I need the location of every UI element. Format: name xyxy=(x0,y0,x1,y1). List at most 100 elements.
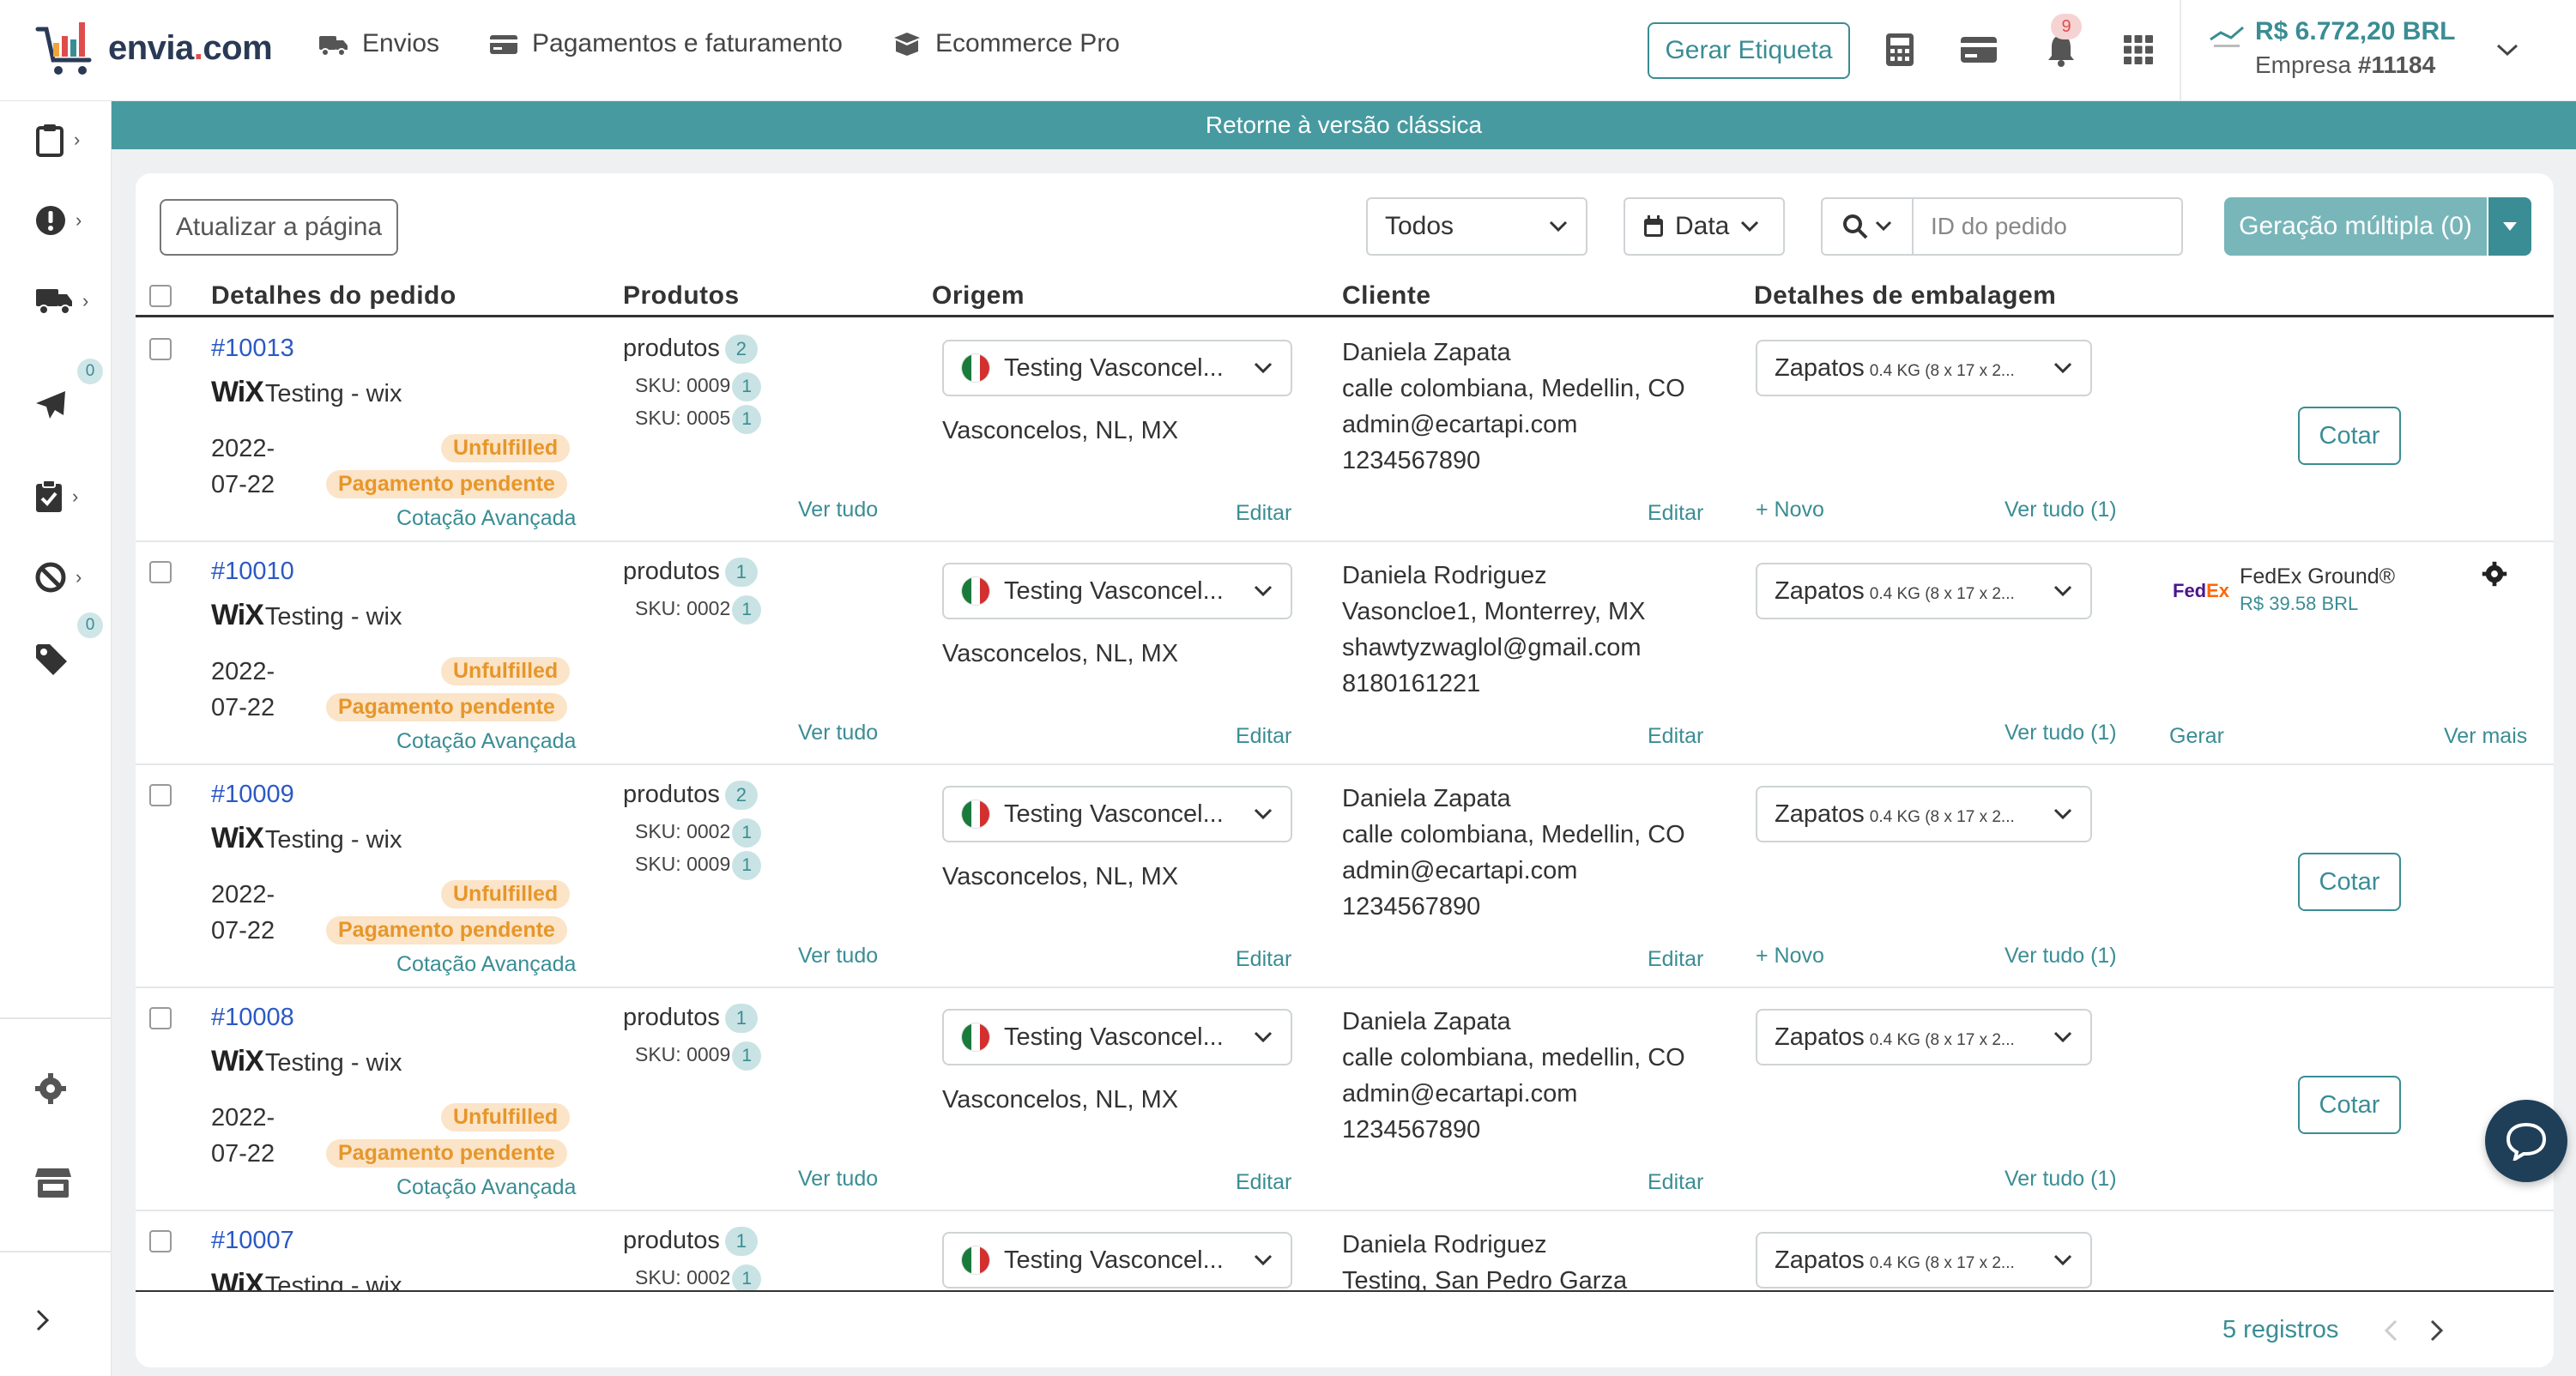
order-id-link[interactable]: #10007 xyxy=(211,1227,294,1254)
column-client[interactable]: Cliente xyxy=(1342,281,1431,310)
order-id-search-input[interactable] xyxy=(1914,199,2171,254)
payment-status-badge: Pagamento pendente xyxy=(326,916,567,944)
sidebar-item-send[interactable] xyxy=(34,384,94,427)
sidebar-expand[interactable] xyxy=(34,1299,94,1342)
sidebar-item-shipping[interactable]: › xyxy=(34,280,94,323)
store-icon xyxy=(35,1168,71,1198)
order-id-link[interactable]: #10008 xyxy=(211,1004,294,1031)
products-see-all-link[interactable]: Ver tudo xyxy=(798,721,879,745)
chevron-right-icon: › xyxy=(74,129,81,150)
client-edit-link[interactable]: Editar xyxy=(1648,724,1704,748)
package-select[interactable]: Zapatos 0.4 KG (8 x 17 x 2... xyxy=(1756,1009,2092,1065)
credit-card-icon[interactable] xyxy=(1958,29,1999,70)
nav-ecommerce[interactable]: Ecommerce Pro xyxy=(891,29,1120,58)
products-see-all-link[interactable]: Ver tudo xyxy=(798,498,879,522)
package-value: Zapatos 0.4 KG (8 x 17 x 2... xyxy=(1775,1023,2015,1051)
client-edit-link[interactable]: Editar xyxy=(1648,1170,1704,1194)
generate-label-button[interactable]: Gerar Etiqueta xyxy=(1648,22,1850,79)
origin-edit-link[interactable]: Editar xyxy=(1236,947,1292,971)
new-package-link[interactable]: + Novo xyxy=(1756,944,1824,968)
origin-edit-link[interactable]: Editar xyxy=(1236,1170,1292,1194)
chat-support-button[interactable] xyxy=(2485,1100,2567,1182)
refresh-page-button[interactable]: Atualizar a página xyxy=(160,199,398,256)
client-edit-link[interactable]: Editar xyxy=(1648,501,1704,525)
advanced-quote-link[interactable]: Cotação Avançada xyxy=(396,506,577,530)
packages-see-all-link[interactable]: Ver tudo (1) xyxy=(2005,721,2117,745)
origin-select[interactable]: Testing Vasconcel... xyxy=(942,340,1292,396)
chevron-right-icon: › xyxy=(76,566,82,588)
column-products[interactable]: Produtos xyxy=(623,281,740,310)
sku-line: SKU: 0009 1 xyxy=(635,1041,762,1071)
origin-edit-link[interactable]: Editar xyxy=(1236,724,1292,748)
quote-button[interactable]: Cotar xyxy=(2298,1076,2401,1134)
packages-see-all-link[interactable]: Ver tudo (1) xyxy=(2005,498,2117,522)
products-see-all-link[interactable]: Ver tudo xyxy=(798,1167,879,1191)
package-select[interactable]: Zapatos 0.4 KG (8 x 17 x 2... xyxy=(1756,1232,2092,1288)
select-all-checkbox[interactable] xyxy=(149,285,172,307)
new-package-link[interactable]: + Novo xyxy=(1756,498,1824,522)
sidebar-item-tasks[interactable]: › xyxy=(34,475,94,518)
origin-select[interactable]: Testing Vasconcel... xyxy=(942,1009,1292,1065)
account-balance[interactable]: R$ 6.772,20 BRL xyxy=(2255,17,2456,45)
package-select[interactable]: Zapatos 0.4 KG (8 x 17 x 2... xyxy=(1756,786,2092,842)
apps-grid-icon[interactable] xyxy=(2118,29,2159,70)
prev-page-chevron-left-icon[interactable] xyxy=(2382,1318,2399,1348)
multi-generate-dropdown[interactable] xyxy=(2488,197,2531,256)
client-phone: 1234567890 xyxy=(1342,893,1481,920)
nav-envios-label: Envios xyxy=(362,29,440,57)
order-id-link[interactable]: #10010 xyxy=(211,558,294,585)
products-title: produtos 1 xyxy=(623,558,758,588)
package-select[interactable]: Zapatos 0.4 KG (8 x 17 x 2... xyxy=(1756,563,2092,619)
next-page-chevron-right-icon[interactable] xyxy=(2428,1318,2446,1348)
sidebar-item-store[interactable] xyxy=(34,1162,94,1204)
company-avatar[interactable] xyxy=(2205,15,2248,63)
advanced-quote-link[interactable]: Cotação Avançada xyxy=(396,729,577,753)
sidebar-item-alerts[interactable]: › xyxy=(34,199,94,242)
order-id-link[interactable]: #10013 xyxy=(211,335,294,362)
column-packaging[interactable]: Detalhes de embalagem xyxy=(1754,281,2057,310)
client-edit-link[interactable]: Editar xyxy=(1648,947,1704,971)
row-checkbox[interactable] xyxy=(149,561,172,583)
sidebar-item-tags[interactable] xyxy=(34,638,94,681)
classic-version-banner[interactable]: Retorne à versão clássica xyxy=(112,101,2576,149)
carrier-settings-gear-icon[interactable] xyxy=(2482,561,2507,591)
fulfillment-status-badge: Unfulfilled xyxy=(441,434,571,462)
account-chevron-down-icon[interactable] xyxy=(2487,29,2528,70)
origin-edit-link[interactable]: Editar xyxy=(1236,501,1292,525)
row-checkbox[interactable] xyxy=(149,1230,172,1252)
bell-icon[interactable] xyxy=(2041,29,2082,70)
sidebar-item-settings[interactable] xyxy=(34,1067,94,1110)
see-more-link[interactable]: Ver mais xyxy=(2444,724,2528,748)
package-select[interactable]: Zapatos 0.4 KG (8 x 17 x 2... xyxy=(1756,340,2092,396)
advanced-quote-link[interactable]: Cotação Avançada xyxy=(396,952,577,976)
carrier-rate[interactable]: FedEx FedEx Ground® R$ 39.58 BRL xyxy=(2173,564,2395,615)
row-checkbox[interactable] xyxy=(149,1007,172,1029)
search-type-dropdown[interactable] xyxy=(1823,199,1914,254)
row-checkbox[interactable] xyxy=(149,338,172,360)
chevron-down-icon xyxy=(1254,1254,1273,1266)
packages-see-all-link[interactable]: Ver tudo (1) xyxy=(2005,1167,2117,1191)
quote-button[interactable]: Cotar xyxy=(2298,407,2401,465)
quote-button[interactable]: Cotar xyxy=(2298,853,2401,911)
date-filter-select[interactable]: Data xyxy=(1624,197,1785,256)
packages-see-all-link[interactable]: Ver tudo (1) xyxy=(2005,944,2117,968)
row-checkbox[interactable] xyxy=(149,784,172,806)
origin-select[interactable]: Testing Vasconcel... xyxy=(942,1232,1292,1288)
nav-envios[interactable]: Envios xyxy=(317,29,439,58)
envia-logo[interactable]: envia.com xyxy=(34,17,273,79)
sidebar-item-orders[interactable]: › xyxy=(34,118,94,161)
column-order-details[interactable]: Detalhes do pedido xyxy=(211,281,457,310)
nav-pagamentos[interactable]: Pagamentos e faturamento xyxy=(487,29,843,58)
order-date: 2022-07-22 xyxy=(211,658,275,721)
calculator-icon[interactable] xyxy=(1879,29,1920,70)
sidebar-item-blocked[interactable]: › xyxy=(34,556,94,599)
order-id-link[interactable]: #10009 xyxy=(211,781,294,808)
origin-select[interactable]: Testing Vasconcel... xyxy=(942,563,1292,619)
origin-select[interactable]: Testing Vasconcel... xyxy=(942,786,1292,842)
multi-generate-button[interactable]: Geração múltipla (0) xyxy=(2224,197,2487,256)
status-filter-select[interactable]: Todos xyxy=(1366,197,1587,256)
generate-link[interactable]: Gerar xyxy=(2169,724,2224,748)
products-see-all-link[interactable]: Ver tudo xyxy=(798,944,879,968)
advanced-quote-link[interactable]: Cotação Avançada xyxy=(396,1175,577,1199)
column-origin[interactable]: Origem xyxy=(932,281,1025,310)
